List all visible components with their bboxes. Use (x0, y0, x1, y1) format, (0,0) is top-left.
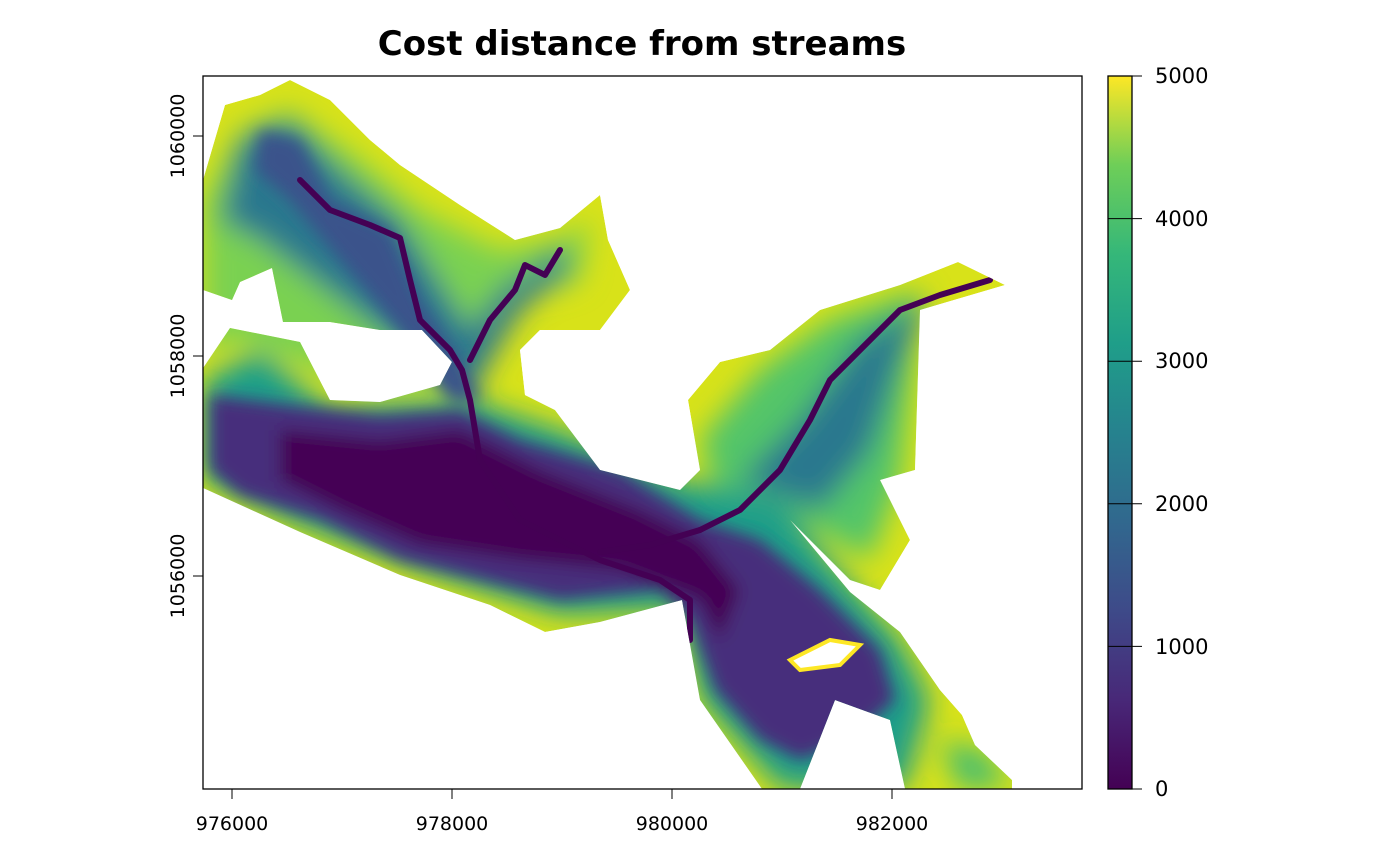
x-tick-label: 980000 (636, 813, 709, 835)
y-axis (193, 135, 203, 577)
colorbar-label: 5000 (1155, 64, 1208, 88)
x-tick-label: 976000 (196, 813, 269, 835)
x-axis (231, 789, 893, 799)
y-tick-label: 1058000 (167, 314, 189, 399)
colorbar-ramp (1107, 75, 1133, 790)
cost-raster (203, 80, 1012, 789)
plot-frame (202, 75, 1083, 790)
plot-area (202, 75, 1083, 790)
colorbar-label: 0 (1155, 777, 1168, 801)
stream-lines (297, 177, 993, 643)
colorbar-label: 4000 (1155, 207, 1208, 231)
y-tick-label: 1060000 (167, 94, 189, 179)
chart-title: Cost distance from streams (378, 24, 906, 64)
colorbar-label: 2000 (1155, 492, 1208, 516)
colorbar-label: 3000 (1155, 349, 1208, 373)
colorbar-label: 1000 (1155, 635, 1208, 659)
colorbar: 0 1000 2000 3000 4000 5000 (1107, 64, 1208, 801)
y-tick-label: 1056000 (167, 534, 189, 619)
raster-hole (786, 637, 865, 673)
x-tick-label: 982000 (856, 813, 929, 835)
x-tick-label: 978000 (416, 813, 489, 835)
